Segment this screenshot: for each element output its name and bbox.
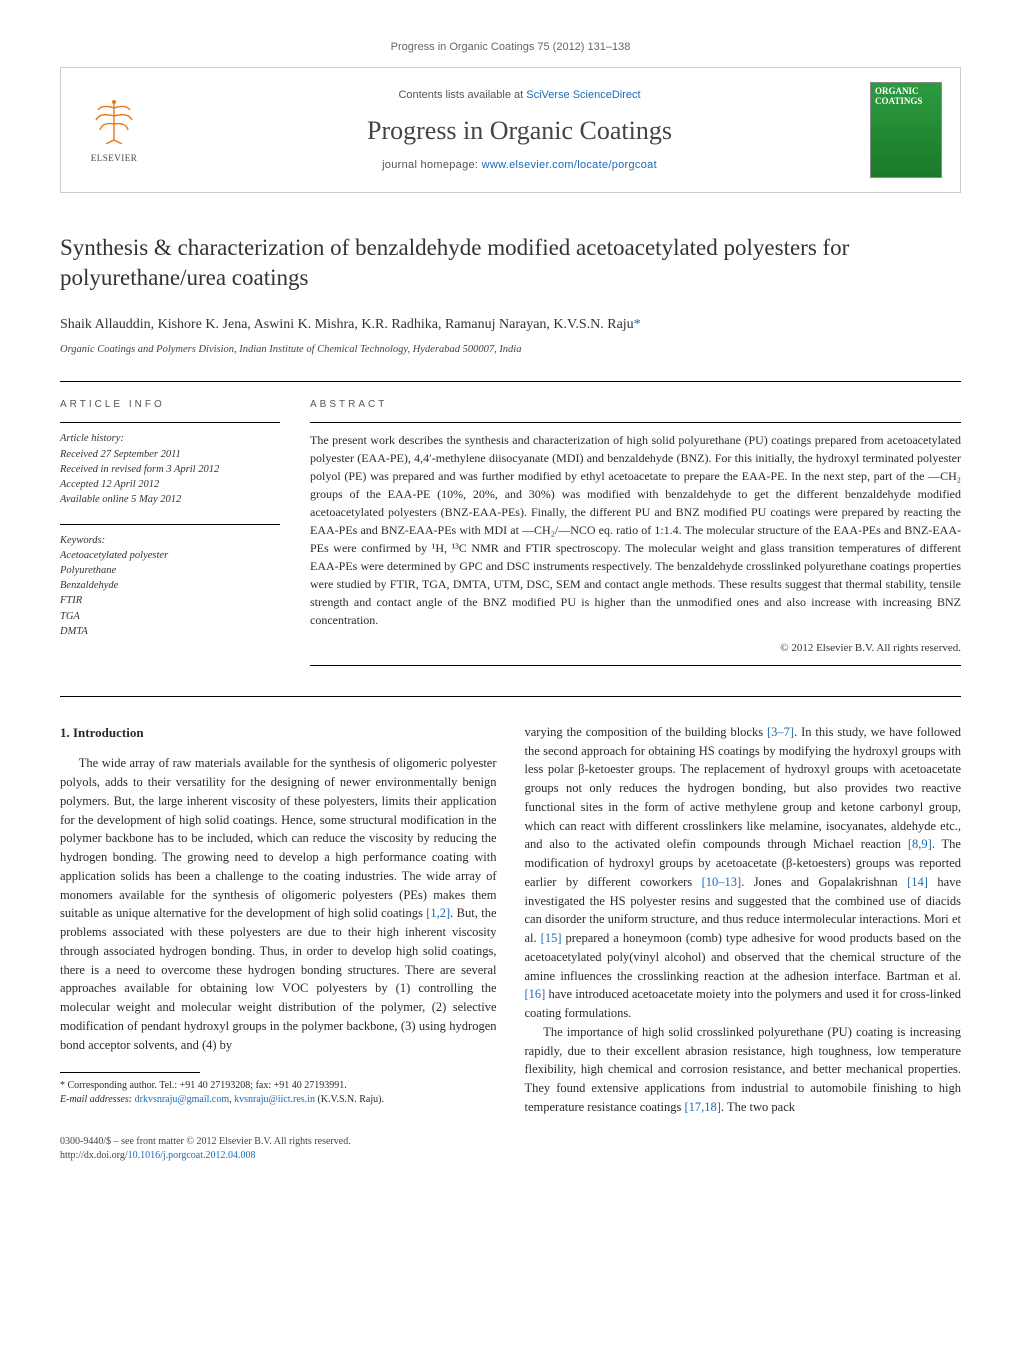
contents-prefix: Contents lists available at <box>398 89 526 101</box>
divider-body <box>60 696 961 697</box>
corresponding-footnote: * Corresponding author. Tel.: +91 40 271… <box>60 1079 497 1107</box>
divider-abstract-bottom <box>310 665 961 666</box>
journal-name: Progress in Organic Coatings <box>169 113 870 149</box>
cover-line-2: COATINGS <box>875 96 922 106</box>
email-label: E-mail addresses: <box>60 1094 132 1105</box>
email-link-2[interactable]: kvsnraju@iict.res.in <box>234 1094 315 1105</box>
article-info-sidebar: ARTICLE INFO Article history: Received 2… <box>60 398 280 665</box>
divider-keywords <box>60 524 280 525</box>
doi-link[interactable]: 10.1016/j.porgcoat.2012.04.008 <box>128 1150 256 1161</box>
copyright-line: © 2012 Elsevier B.V. All rights reserved… <box>310 641 961 656</box>
ref-16[interactable]: [16] <box>525 987 546 1001</box>
running-header: Progress in Organic Coatings 75 (2012) 1… <box>60 40 961 55</box>
corr-author-line: * Corresponding author. Tel.: +91 40 271… <box>60 1079 497 1093</box>
divider-top <box>60 381 961 382</box>
article-history: Article history: Received 27 September 2… <box>60 431 280 507</box>
article-title: Synthesis & characterization of benzalde… <box>60 233 961 293</box>
homepage-link[interactable]: www.elsevier.com/locate/porgcoat <box>482 159 657 171</box>
article-info-label: ARTICLE INFO <box>60 398 280 412</box>
journal-header-box: ELSEVIER Contents lists available at Sci… <box>60 67 961 193</box>
homepage-prefix: journal homepage: <box>382 159 482 171</box>
doi-prefix: http://dx.doi.org/ <box>60 1150 128 1161</box>
keyword-3: FTIR <box>60 595 82 606</box>
ref-8-9[interactable]: [8,9] <box>908 837 932 851</box>
keyword-5: DMTA <box>60 626 88 637</box>
issn-line: 0300-9440/$ – see front matter © 2012 El… <box>60 1135 961 1149</box>
intro-paragraph-1-cont: varying the composition of the building … <box>525 723 962 1023</box>
elsevier-label: ELSEVIER <box>91 152 138 165</box>
keyword-2: Benzaldehyde <box>60 580 118 591</box>
keyword-1: Polyurethane <box>60 565 116 576</box>
ref-17-18[interactable]: [17,18] <box>685 1100 721 1114</box>
authors-line: Shaik Allauddin, Kishore K. Jena, Aswini… <box>60 315 961 335</box>
divider-abstract <box>310 422 961 423</box>
keyword-0: Acetoacetylated polyester <box>60 550 168 561</box>
abstract-block: ABSTRACT The present work describes the … <box>310 398 961 665</box>
keyword-4: TGA <box>60 611 80 622</box>
history-accepted: Accepted 12 April 2012 <box>60 479 159 490</box>
corresponding-marker: * <box>634 317 641 332</box>
keywords-block: Keywords: Acetoacetylated polyester Poly… <box>60 533 280 640</box>
elsevier-logo: ELSEVIER <box>79 90 149 170</box>
history-label: Article history: <box>60 433 124 444</box>
history-online: Available online 5 May 2012 <box>60 494 181 505</box>
intro-paragraph-1: The wide array of raw materials availabl… <box>60 754 497 1054</box>
intro-paragraph-2: The importance of high solid crosslinked… <box>525 1023 962 1117</box>
authors-names: Shaik Allauddin, Kishore K. Jena, Aswini… <box>60 317 634 332</box>
elsevier-tree-icon <box>92 96 136 150</box>
footnote-divider <box>60 1072 200 1073</box>
sciencedirect-link[interactable]: SciVerse ScienceDirect <box>526 89 640 101</box>
ref-3-7[interactable]: [3–7] <box>767 725 794 739</box>
ref-10-13[interactable]: [10–13] <box>702 875 742 889</box>
keywords-label: Keywords: <box>60 535 105 546</box>
body-column-left: 1. Introduction The wide array of raw ma… <box>60 723 497 1117</box>
homepage-line: journal homepage: www.elsevier.com/locat… <box>169 158 870 173</box>
email-link-1[interactable]: drkvsnraju@gmail.com <box>135 1094 229 1105</box>
bottom-info: 0300-9440/$ – see front matter © 2012 El… <box>60 1135 961 1163</box>
abstract-text: The present work describes the synthesis… <box>310 431 961 629</box>
email-name: (K.V.S.N. Raju). <box>315 1094 384 1105</box>
ref-1-2[interactable]: [1,2] <box>426 906 450 920</box>
section-1-heading: 1. Introduction <box>60 723 497 743</box>
journal-cover-thumbnail: ORGANIC COATINGS <box>870 82 942 178</box>
affiliation: Organic Coatings and Polymers Division, … <box>60 343 961 358</box>
contents-line: Contents lists available at SciVerse Sci… <box>169 88 870 103</box>
divider-info <box>60 422 280 423</box>
ref-14[interactable]: [14] <box>907 875 928 889</box>
abstract-label: ABSTRACT <box>310 398 961 412</box>
body-column-right: varying the composition of the building … <box>525 723 962 1117</box>
ref-15[interactable]: [15] <box>541 931 562 945</box>
history-received: Received 27 September 2011 <box>60 449 181 460</box>
history-revised: Received in revised form 3 April 2012 <box>60 464 219 475</box>
cover-line-1: ORGANIC <box>875 86 919 96</box>
